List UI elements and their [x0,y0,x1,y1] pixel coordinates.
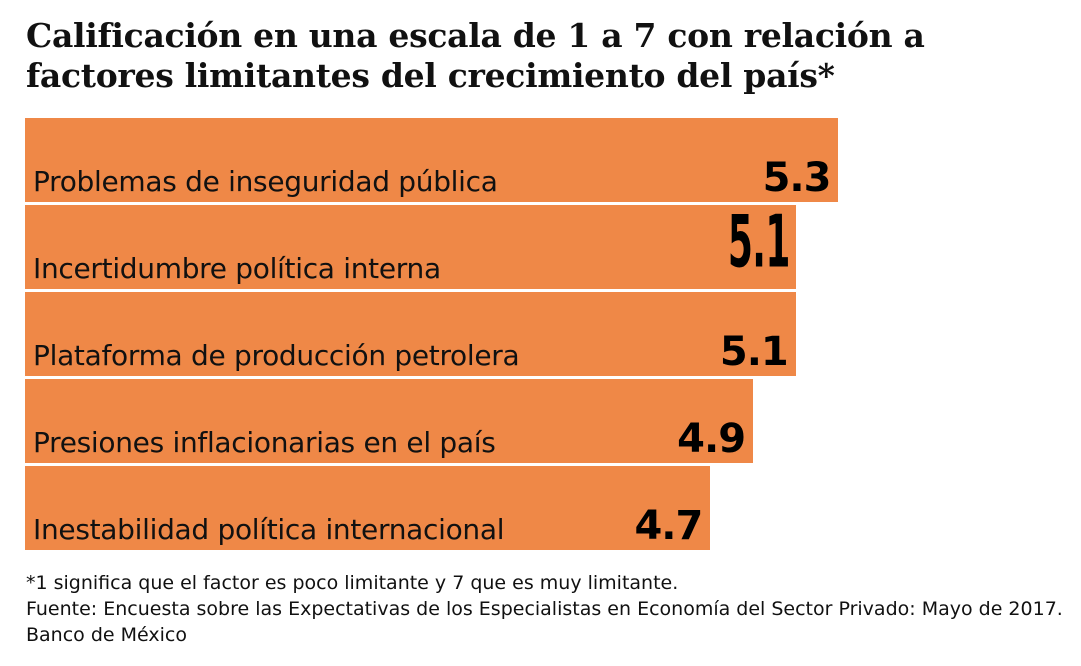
bar: Incertidumbre política interna 5.1 [25,199,796,289]
category-label: Incertidumbre política interna [33,252,441,285]
value-label: 4.7 [634,503,703,549]
bar: Plataforma de producción petrolera 5.1 [25,292,796,376]
value-label: 5.1 [719,329,789,375]
bar: Presiones inflacionarias en el país 4.9 [25,379,754,463]
category-label: Plataforma de producción petrolera [33,339,520,372]
value-label: 5.3 [762,155,832,201]
chart-title: Calificación en una escala de 1 a 7 con … [26,16,925,95]
footnote: *1 significa que el factor es poco limit… [26,572,679,594]
category-label: Problemas de inseguridad pública [33,165,498,198]
bar: Problemas de inseguridad pública 5.3 [25,118,839,202]
value-label: 4.9 [677,416,746,462]
bar: Inestabilidad política internacional 4.7 [25,466,711,550]
value-label: 5.1 [727,198,790,284]
category-label: Presiones inflacionarias en el país [33,426,496,459]
category-label: Inestabilidad política internacional [33,513,505,546]
footer: *1 significa que el factor es poco limit… [26,570,1066,648]
source-note: Fuente: Encuesta sobre las Expectativas … [26,598,1063,646]
